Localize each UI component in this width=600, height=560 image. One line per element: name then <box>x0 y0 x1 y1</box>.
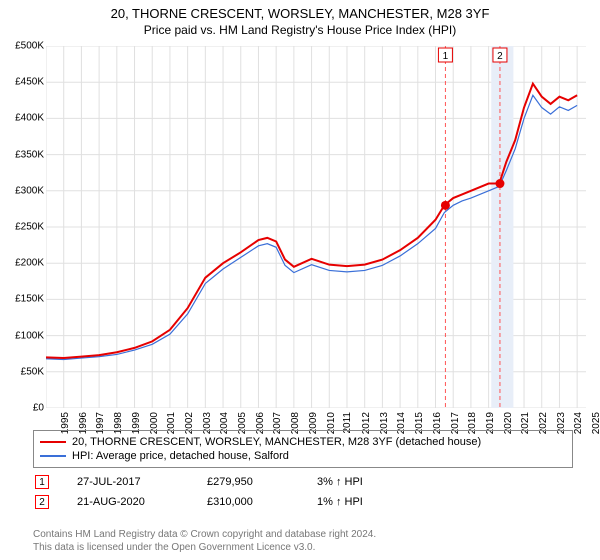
y-tick-label: £100K <box>0 330 44 341</box>
footer-line: This data is licensed under the Open Gov… <box>33 541 376 554</box>
event-number-badge: 1 <box>35 475 49 489</box>
chart-subtitle: Price paid vs. HM Land Registry's House … <box>8 23 592 37</box>
legend-swatch <box>40 455 66 457</box>
legend-box: 20, THORNE CRESCENT, WORSLEY, MANCHESTER… <box>33 430 573 468</box>
x-tick-label: 2024 <box>573 412 584 434</box>
y-tick-label: £0 <box>0 403 44 414</box>
footer-line: Contains HM Land Registry data © Crown c… <box>33 528 376 541</box>
y-tick-label: £250K <box>0 222 44 233</box>
svg-text:2: 2 <box>497 51 503 62</box>
chart-title: 20, THORNE CRESCENT, WORSLEY, MANCHESTER… <box>8 6 592 21</box>
chart-container: { "title": "20, THORNE CRESCENT, WORSLEY… <box>0 0 600 560</box>
legend-row: 20, THORNE CRESCENT, WORSLEY, MANCHESTER… <box>40 435 566 449</box>
events-table: 1 27-JUL-2017£279,9503% ↑ HPI 2 21-AUG-2020… <box>33 472 573 512</box>
event-number-badge: 2 <box>35 495 49 509</box>
event-price: £279,950 <box>207 476 317 488</box>
event-row: 1 27-JUL-2017£279,9503% ↑ HPI <box>33 472 573 492</box>
y-tick-label: £150K <box>0 294 44 305</box>
event-diff: 1% ↑ HPI <box>317 496 407 508</box>
legend-label: HPI: Average price, detached house, Salf… <box>72 450 289 462</box>
y-tick-label: £50K <box>0 366 44 377</box>
legend-row: HPI: Average price, detached house, Salf… <box>40 449 566 463</box>
y-tick-label: £500K <box>0 41 44 52</box>
y-tick-label: £400K <box>0 113 44 124</box>
event-date: 21-AUG-2020 <box>77 496 207 508</box>
footer-attribution: Contains HM Land Registry data © Crown c… <box>33 528 376 554</box>
legend-label: 20, THORNE CRESCENT, WORSLEY, MANCHESTER… <box>72 436 481 448</box>
y-tick-label: £450K <box>0 77 44 88</box>
event-date: 27-JUL-2017 <box>77 476 207 488</box>
title-block: 20, THORNE CRESCENT, WORSLEY, MANCHESTER… <box>0 0 600 39</box>
chart-plot: 12 <box>46 46 586 408</box>
event-row: 2 21-AUG-2020£310,0001% ↑ HPI <box>33 492 573 512</box>
legend-swatch <box>40 441 66 443</box>
y-tick-label: £350K <box>0 149 44 160</box>
x-tick-label: 2025 <box>591 412 600 434</box>
event-diff: 3% ↑ HPI <box>317 476 407 488</box>
event-price: £310,000 <box>207 496 317 508</box>
y-tick-label: £300K <box>0 185 44 196</box>
y-tick-label: £200K <box>0 258 44 269</box>
svg-text:1: 1 <box>443 51 449 62</box>
